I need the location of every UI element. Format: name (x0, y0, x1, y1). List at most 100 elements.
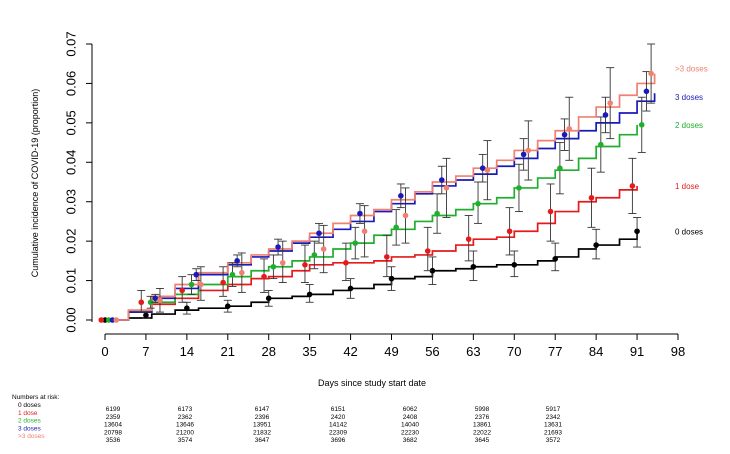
risk-value: 22309 (329, 429, 347, 436)
x-tick-label: 91 (630, 344, 644, 359)
x-tick-label: 21 (221, 344, 235, 359)
data-point (347, 285, 354, 292)
series-line-3 (105, 93, 656, 321)
data-point (638, 122, 645, 128)
risk-value: 3696 (331, 437, 346, 444)
x-tick-label: 77 (548, 344, 562, 359)
data-point (393, 224, 399, 231)
risk-value: 14040 (401, 422, 419, 429)
data-point (239, 269, 245, 276)
series-line-1 (105, 185, 638, 321)
data-point (113, 317, 120, 323)
x-tick-label: 98 (671, 344, 685, 359)
data-point (648, 70, 654, 77)
data-point (593, 242, 599, 248)
data-point (179, 287, 185, 294)
data-point (402, 212, 409, 219)
risk-value: 22022 (473, 429, 491, 436)
data-point (643, 88, 650, 95)
data-point (279, 260, 286, 266)
risk-value: 2396 (255, 414, 270, 421)
data-point (234, 258, 240, 264)
risk-value: 6199 (106, 406, 121, 413)
series-label-1: 1 dose (675, 182, 700, 191)
risk-value: 3572 (546, 437, 561, 444)
series-label-3: 3 doses (675, 93, 703, 102)
data-point (198, 281, 204, 288)
data-point (275, 244, 281, 250)
data-point (475, 200, 481, 207)
risk-value: 3536 (106, 437, 121, 444)
risk-value: 14142 (329, 422, 347, 429)
y-axis-title: Cumulative incidence of COVID-19 (propor… (30, 89, 40, 278)
data-point (98, 317, 105, 323)
data-point (398, 193, 404, 199)
risk-row-label: 0 doses (18, 402, 42, 409)
data-point (424, 248, 431, 254)
data-point (220, 279, 226, 286)
risk-value: 20798 (104, 429, 122, 436)
x-tick-label: 70 (507, 344, 521, 359)
series-line-4 (105, 73, 656, 321)
risk-value: 13604 (104, 422, 122, 429)
data-point (143, 312, 149, 319)
risk-row-label: 1 dose (18, 410, 38, 417)
data-point (261, 273, 267, 280)
risk-value: 6173 (178, 406, 193, 413)
data-point (629, 183, 636, 189)
y-tick-label: 0.05 (63, 110, 78, 135)
data-point (525, 147, 532, 154)
y-tick-label: 0.07 (63, 31, 78, 56)
risk-table: Numbers at risk: 0 doses 6199 6173 6147 6151… (12, 394, 562, 444)
risk-row-label: 3 doses (18, 425, 42, 432)
data-point (270, 263, 277, 270)
data-point (470, 263, 477, 270)
risk-value: 2376 (475, 414, 490, 421)
x-tick-label: 35 (302, 344, 316, 359)
risk-value: 2359 (106, 414, 121, 421)
data-point (434, 210, 440, 217)
risk-value: 3682 (403, 437, 418, 444)
x-axis-ticks: 0 7 14 21 28 35 42 49 56 63 70 77 84 91 98 (101, 334, 685, 359)
y-tick-label: 0.00 (63, 307, 78, 332)
y-tick-label: 0.06 (63, 71, 78, 96)
x-tick-label: 84 (589, 344, 603, 359)
data-point (443, 185, 450, 191)
x-tick-label: 42 (343, 344, 357, 359)
risk-value: 2420 (331, 414, 346, 421)
x-tick-label: 14 (180, 344, 194, 359)
series-label-2: 2 doses (675, 121, 703, 130)
risk-value: 13951 (253, 422, 271, 429)
y-tick-label: 0.02 (63, 228, 78, 253)
data-point (479, 165, 486, 171)
x-tick-label: 0 (101, 344, 108, 359)
x-tick-label: 63 (466, 344, 480, 359)
risk-value: 3647 (255, 437, 270, 444)
risk-value: 21693 (544, 429, 562, 436)
data-point (188, 281, 195, 288)
data-point (157, 297, 163, 304)
data-point (384, 254, 390, 260)
y-axis-ticks: 0.00 0.01 0.02 0.03 0.04 0.05 0.06 0.07 (63, 31, 92, 333)
data-point (193, 271, 200, 278)
data-point (634, 228, 640, 235)
y-tick-label: 0.04 (63, 150, 78, 175)
data-point (224, 303, 231, 310)
risk-value: 6151 (331, 406, 346, 413)
data-point (561, 131, 568, 138)
risk-value: 13646 (176, 422, 194, 429)
data-point (547, 208, 554, 215)
data-point (465, 236, 472, 242)
data-point (352, 240, 359, 246)
risk-value: 2362 (178, 414, 193, 421)
data-point (588, 194, 595, 201)
y-tick-label: 0.01 (63, 268, 78, 293)
risk-row-label: 2 doses (18, 418, 42, 425)
data-point (388, 275, 395, 282)
data-point (438, 177, 445, 183)
x-axis-title: Days since study start date (318, 378, 426, 388)
data-point (311, 252, 318, 258)
data-point (147, 299, 154, 306)
risk-value: 6062 (403, 406, 418, 413)
